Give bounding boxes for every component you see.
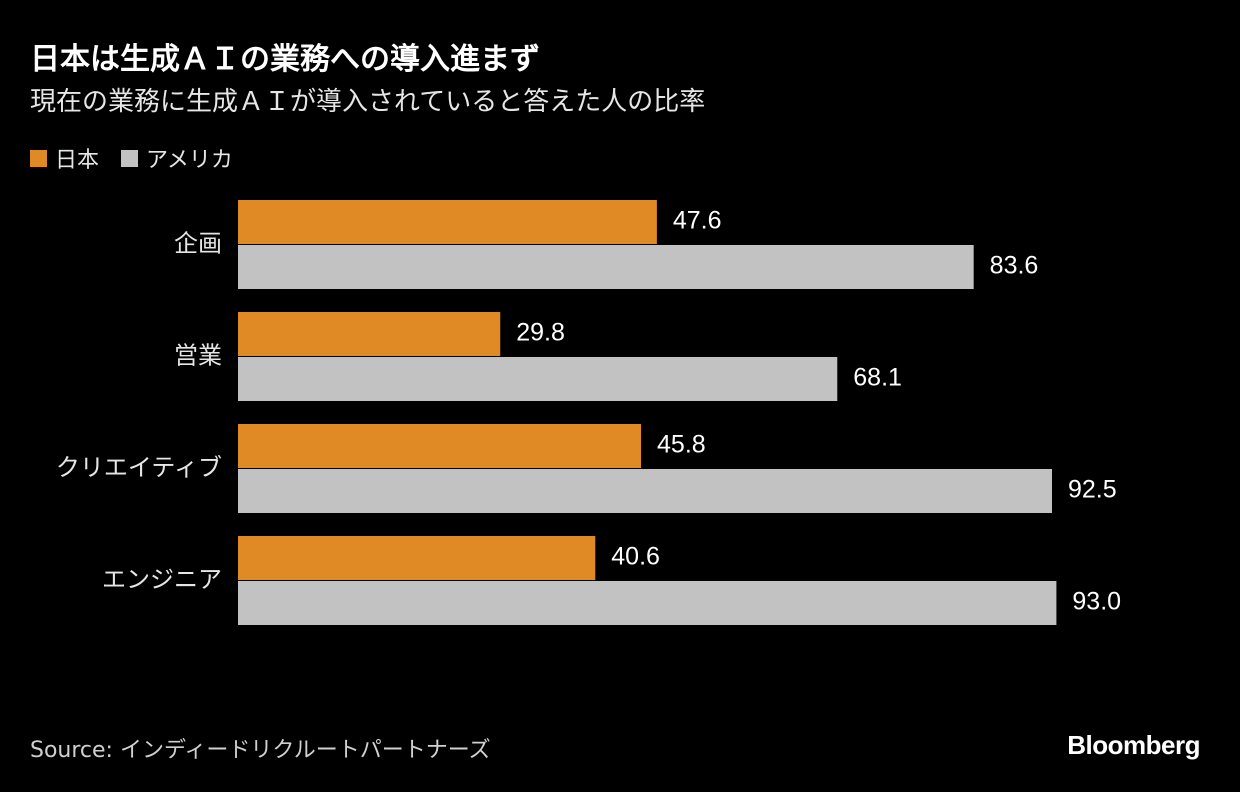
chart-subtitle: 現在の業務に生成ＡＩが導入されていると答えた人の比率 (30, 87, 706, 117)
bar-usa (238, 245, 974, 289)
data-label: 45.8 (657, 431, 706, 459)
legend-item-usa: アメリカ (121, 142, 233, 174)
category-label: クリエイティブ (56, 454, 222, 482)
category-label: 企画 (174, 230, 222, 258)
bar-chart: 企画 47.6 83.6 営業 29.8 68.1 クリエイティブ 45.8 92.5 エンジニア… (56, 200, 1121, 625)
legend: 日本 アメリカ (30, 142, 233, 174)
category-label: 営業 (174, 342, 222, 370)
bar-usa (238, 357, 838, 401)
data-label: 83.6 (990, 252, 1039, 280)
category-label: エンジニア (102, 566, 222, 594)
bar-japan (238, 312, 501, 356)
data-label: 40.6 (611, 543, 660, 571)
data-label: 93.0 (1072, 588, 1121, 616)
data-label: 92.5 (1068, 476, 1117, 504)
bar-japan (238, 536, 596, 580)
chart-title: 日本は生成ＡＩの業務への導入進まず (30, 42, 540, 77)
legend-label-japan: 日本 (55, 148, 100, 173)
legend-swatch-usa (121, 149, 139, 167)
legend-item-japan: 日本 (30, 142, 99, 174)
data-label: 29.8 (516, 319, 565, 347)
bar-usa (238, 581, 1057, 625)
source-note: Source: インディードリクルートパートナーズ (30, 738, 491, 763)
legend-swatch-japan (30, 149, 47, 167)
bar-japan (238, 200, 657, 244)
bloomberg-logo: Bloomberg (1067, 730, 1200, 760)
bar-usa (238, 469, 1052, 513)
bar-japan (238, 424, 642, 468)
data-label: 68.1 (853, 364, 902, 392)
legend-label-usa: アメリカ (146, 148, 233, 173)
data-label: 47.6 (673, 207, 722, 235)
